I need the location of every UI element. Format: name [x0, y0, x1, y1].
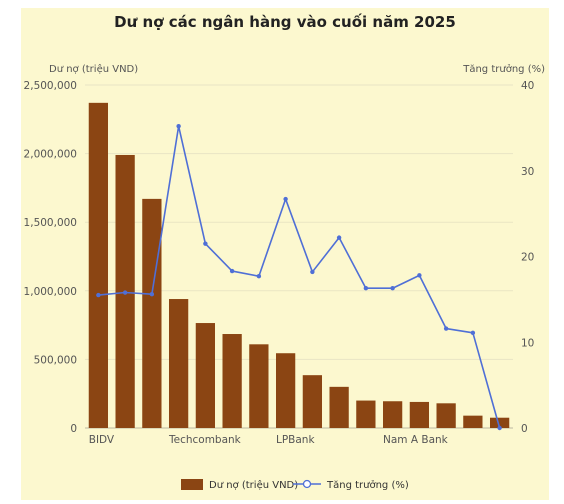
- legend-label-growth: Tăng trưởng (%): [326, 479, 409, 491]
- right-axis-ticks: 40 30 20 10 0: [521, 80, 534, 435]
- growth-point: [390, 286, 395, 291]
- bar: [249, 344, 269, 428]
- bar: [195, 323, 216, 428]
- bar: [88, 102, 109, 428]
- chart-svg: Dư nợ các ngân hàng vào cuối năm 2025 Dư…: [24, 12, 546, 491]
- growth-point: [229, 268, 235, 274]
- bar: [275, 353, 296, 428]
- bar: [222, 334, 242, 428]
- legend: Dư nợ (triệu VND) Tăng trưởng (%): [181, 479, 409, 491]
- bar: [168, 299, 189, 428]
- bar: [436, 403, 456, 428]
- right-tick-label: 0: [521, 423, 528, 435]
- growth-point: [122, 290, 128, 295]
- growth-point: [363, 286, 369, 291]
- bar: [302, 375, 323, 428]
- right-tick-label: 40: [521, 80, 534, 92]
- growth-point: [470, 330, 476, 336]
- left-axis-label: Dư nợ (triệu VND): [49, 63, 138, 75]
- growth-point: [443, 326, 449, 331]
- right-tick-label: 30: [521, 166, 534, 178]
- right-tick-label: 10: [521, 337, 534, 349]
- bar: [409, 401, 430, 428]
- left-tick-label: 2,000,000: [24, 149, 77, 161]
- left-axis-ticks: 2,500,000 2,000,000 1,500,000 1,000,000 500,…: [24, 80, 77, 435]
- left-tick-label: 1,000,000: [24, 286, 77, 298]
- chart-card: Dư nợ các ngân hàng vào cuối năm 2025 Dư…: [21, 8, 549, 500]
- bar: [463, 415, 483, 428]
- bar: [356, 400, 376, 428]
- right-tick-label: 20: [521, 252, 534, 264]
- growth-point: [176, 123, 181, 129]
- growth-point: [497, 425, 502, 431]
- left-tick-label: 0: [70, 423, 77, 435]
- growth-point: [203, 241, 208, 246]
- growth-point: [310, 269, 315, 275]
- x-tick-label: Techcombank: [168, 434, 242, 446]
- growth-point: [283, 196, 288, 202]
- growth-point: [149, 292, 155, 297]
- left-tick-label: 500,000: [34, 354, 77, 366]
- bar: [142, 198, 162, 428]
- chart-title: Dư nợ các ngân hàng vào cuối năm 2025: [114, 12, 456, 31]
- right-axis-label: Tăng trưởng (%): [462, 63, 545, 75]
- legend-label-debt: Dư nợ (triệu VND): [209, 479, 298, 491]
- line-series: [96, 123, 502, 431]
- growth-point: [417, 273, 422, 278]
- bar-series: [88, 102, 510, 429]
- legend-swatch-growth-marker: [302, 479, 312, 489]
- bar: [382, 401, 403, 428]
- left-tick-label: 1,500,000: [24, 217, 77, 229]
- x-tick-label: Nam A Bank: [383, 434, 449, 446]
- x-tick-label: BIDV: [89, 434, 115, 446]
- growth-point: [336, 235, 342, 240]
- growth-line: [98, 125, 501, 429]
- left-tick-label: 2,500,000: [24, 80, 77, 92]
- growth-point: [256, 274, 262, 279]
- legend-swatch-debt: [181, 479, 203, 490]
- bar: [489, 417, 510, 428]
- x-tick-label: LPBank: [276, 434, 315, 446]
- growth-point: [96, 292, 101, 298]
- x-axis-ticks: BIDV Techcombank LPBank Nam A Bank: [89, 434, 449, 446]
- bar: [329, 386, 349, 428]
